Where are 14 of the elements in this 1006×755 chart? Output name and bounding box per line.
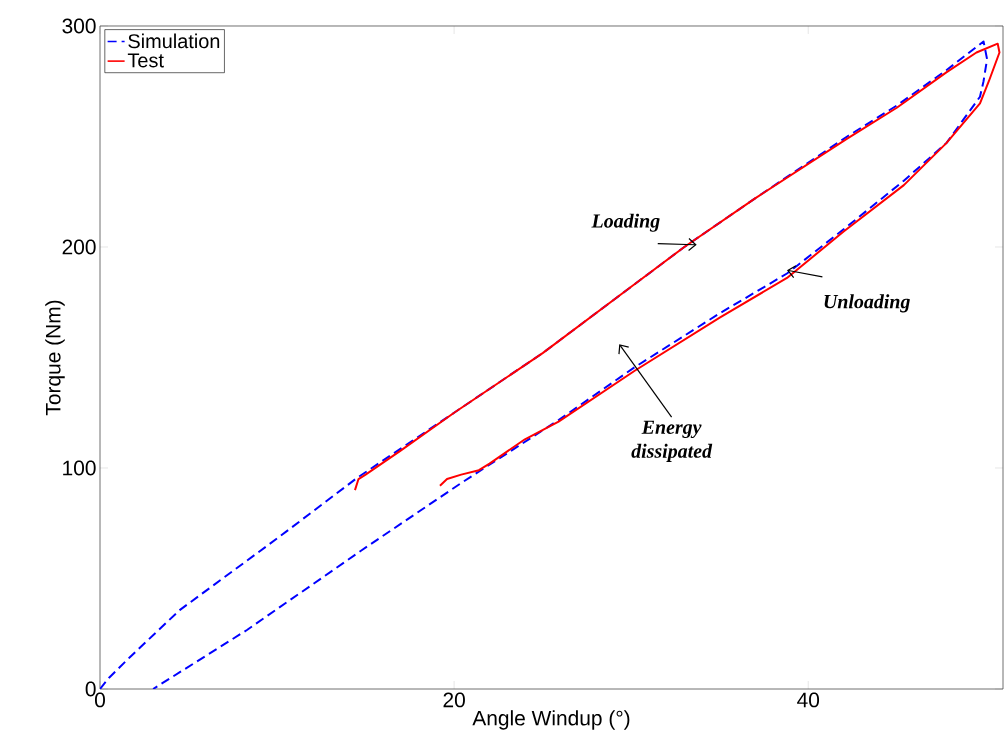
annotation: Energy dissipated [631, 420, 713, 462]
y-axis-title: Torque (Nm) [45, 300, 65, 416]
legend-label: Simulation [128, 33, 220, 49]
annotation: Unloading [824, 294, 910, 313]
legend-label: Test [127, 53, 164, 68]
x-axis-title: Angle Windup (°) [472, 710, 630, 730]
x-tick-label: 40 [797, 692, 820, 708]
y-tick-label: 200 [62, 239, 96, 255]
y-tick-label: 100 [63, 460, 96, 476]
x-tick-label: 20 [443, 692, 465, 708]
y-tick-label: 300 [62, 18, 96, 34]
line-series [353, 42, 1001, 492]
annotation: Loading [591, 213, 660, 232]
y-tick-label: 0 [85, 681, 96, 697]
